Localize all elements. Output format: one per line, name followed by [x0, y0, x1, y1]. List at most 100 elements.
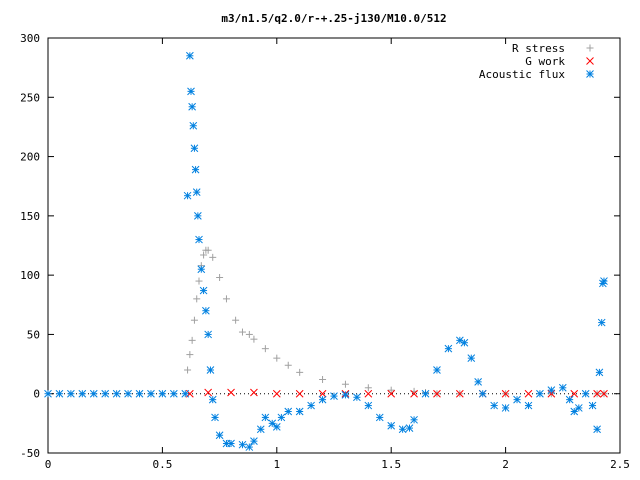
data-point [460, 338, 469, 347]
data-point [250, 388, 258, 397]
y-tick-label: 150 [20, 210, 40, 223]
legend-label: R stress [512, 42, 565, 55]
data-point [284, 361, 292, 369]
data-point [204, 330, 213, 339]
data-point [341, 380, 349, 388]
data-point [490, 401, 499, 410]
data-point [238, 328, 246, 336]
data-point [199, 286, 208, 295]
data-point [295, 407, 304, 416]
data-point [193, 295, 201, 303]
data-point [227, 439, 235, 448]
data-point [78, 389, 87, 398]
data-point [341, 391, 350, 399]
data-point [565, 395, 574, 404]
data-point [455, 389, 464, 398]
chart-title: m3/n1.5/q2.0/r-+.25-j130/M10.0/512 [221, 12, 446, 25]
data-point [364, 401, 373, 410]
data-point [184, 366, 192, 374]
data-point [261, 345, 269, 353]
data-point [319, 375, 327, 383]
data-point [524, 401, 533, 410]
data-point [375, 413, 384, 422]
data-point [238, 440, 247, 449]
data-point [101, 389, 110, 398]
data-point [547, 389, 556, 398]
data-point [204, 246, 212, 254]
plot-frame [47, 37, 621, 454]
data-point [256, 425, 265, 434]
data-point [272, 389, 281, 398]
series-2 [44, 51, 608, 451]
data-point [593, 389, 601, 398]
data-point [194, 212, 202, 220]
data-point [558, 383, 567, 392]
data-point [588, 401, 597, 410]
data-point [190, 144, 199, 153]
data-point [387, 386, 395, 394]
data-point [536, 389, 544, 398]
x-tick-label: 1 [273, 458, 280, 471]
data-point [191, 165, 200, 174]
data-point [433, 389, 441, 398]
data-point [197, 265, 206, 274]
data-point [387, 421, 396, 430]
data-point [593, 425, 601, 434]
series-0 [184, 246, 608, 398]
x-tick-label: 2 [502, 458, 509, 471]
data-point [467, 354, 476, 362]
data-point [183, 191, 192, 200]
data-point [250, 437, 258, 445]
x-tick-label: 2.5 [610, 458, 630, 471]
y-tick-label: 100 [20, 269, 40, 282]
data-point [216, 274, 224, 282]
data-point [89, 389, 98, 398]
data-point [295, 389, 304, 398]
data-point [206, 366, 215, 374]
data-point [364, 389, 373, 398]
legend-marker [586, 57, 594, 65]
data-point [524, 389, 533, 398]
data-point [501, 389, 510, 398]
data-point [272, 423, 281, 431]
data-point [195, 277, 203, 285]
y-tick-label: 0 [33, 388, 40, 401]
data-point [169, 389, 178, 398]
data-point [600, 277, 608, 285]
x-ticks: 0 0.5 1 1.5 2 2.5 [45, 38, 630, 471]
data-point [410, 389, 418, 398]
data-point [202, 306, 210, 315]
data-point [597, 318, 606, 327]
data-point [405, 424, 414, 432]
data-point [245, 443, 254, 451]
y-tick-label: 300 [20, 32, 40, 45]
data-point [581, 389, 590, 398]
data-point [547, 386, 556, 395]
data-point [188, 102, 196, 111]
data-point [307, 401, 315, 410]
data-point [112, 389, 121, 398]
y-ticks: -50 0 50 100 150 200 250 300 [20, 32, 620, 460]
data-point [55, 389, 64, 398]
data-point [410, 415, 418, 424]
legend-label: G work [525, 55, 565, 68]
y-tick-label: 200 [20, 151, 40, 164]
data-point [444, 344, 453, 353]
data-point [189, 121, 198, 130]
data-point [158, 389, 167, 398]
data-point [124, 389, 132, 398]
data-point [181, 389, 190, 398]
data-point [330, 392, 338, 400]
data-point [67, 389, 75, 398]
data-point [190, 316, 198, 324]
series-1 [186, 388, 608, 398]
data-point [147, 389, 155, 398]
data-point [195, 235, 203, 244]
data-point [277, 413, 286, 422]
data-point [192, 188, 201, 196]
data-point [513, 395, 521, 404]
x-tick-label: 1.5 [381, 458, 401, 471]
axes [47, 37, 621, 454]
data-point [232, 316, 240, 324]
